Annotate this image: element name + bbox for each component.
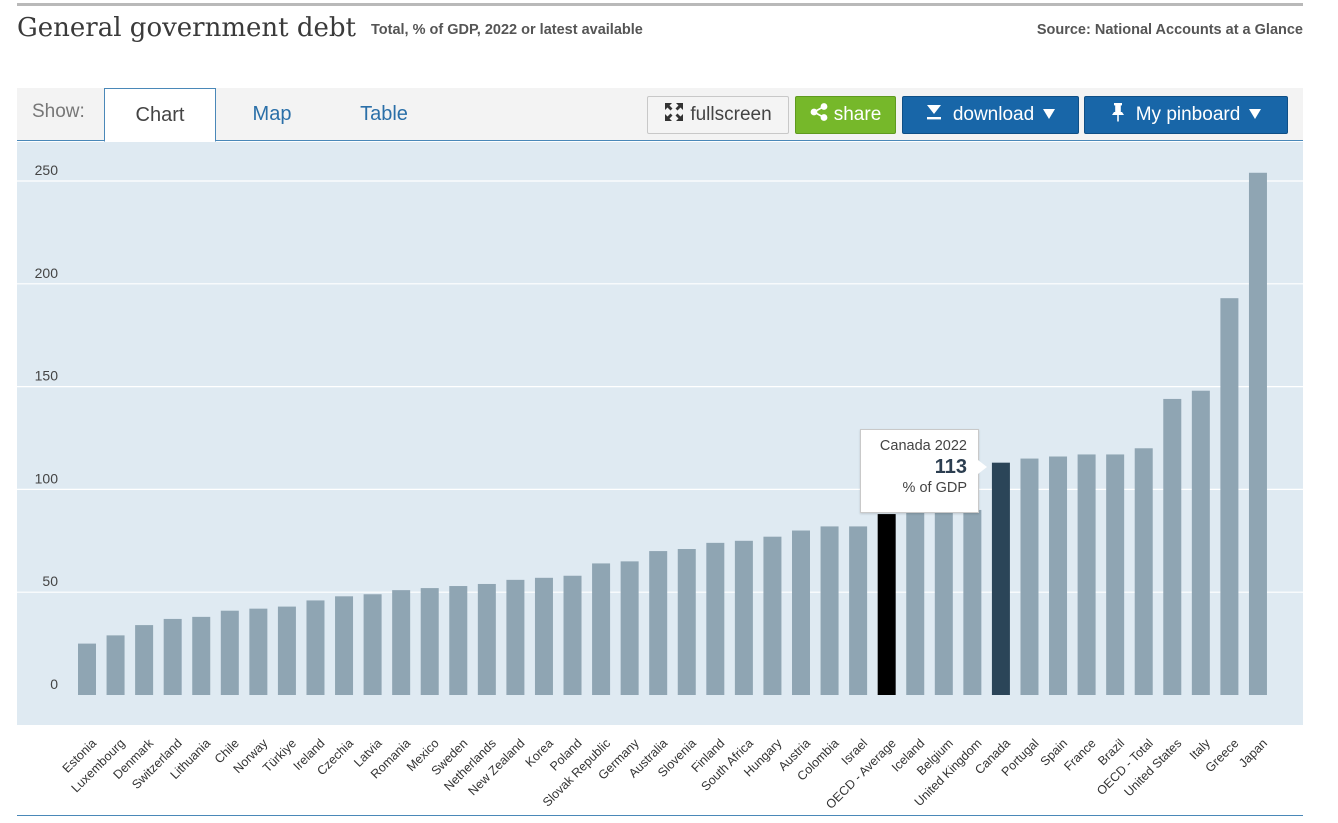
bar-colombia[interactable] — [820, 526, 839, 695]
category-labels: EstoniaLuxembourgDenmarkSwitzerlandLithu… — [60, 736, 1270, 812]
bar-czechia[interactable] — [335, 596, 354, 695]
page-title: General government debt — [17, 13, 356, 43]
bar-new-zealand[interactable] — [506, 579, 525, 695]
expand-arrows-icon — [664, 102, 684, 128]
bar-switzerland[interactable] — [163, 618, 182, 695]
bar-denmark[interactable] — [135, 625, 154, 695]
bar-hungary[interactable] — [763, 536, 782, 695]
y-tick-label: 0 — [50, 676, 58, 692]
top-rule — [17, 3, 1303, 6]
bar-poland[interactable] — [563, 575, 582, 695]
bar-oecd-total[interactable] — [1134, 448, 1153, 695]
caret-down-icon — [1042, 104, 1056, 126]
bars — [78, 172, 1267, 695]
bar-australia[interactable] — [649, 551, 668, 695]
pushpin-icon — [1110, 102, 1126, 128]
pinboard-label: My pinboard — [1135, 104, 1241, 125]
y-tick-label: 100 — [35, 470, 59, 486]
bar-tooltip: Canada 2022 113 % of GDP — [860, 429, 987, 513]
bar-south-africa[interactable] — [734, 540, 753, 695]
bar-belgium[interactable] — [934, 512, 953, 695]
bar-france[interactable] — [1077, 454, 1096, 695]
bar-united-kingdom[interactable] — [963, 509, 982, 695]
bar-luxembourg[interactable] — [106, 635, 125, 695]
x-tick-label: France — [1061, 736, 1098, 773]
bar-romania[interactable] — [392, 590, 411, 695]
bar-canada[interactable] — [991, 462, 1010, 695]
bar-norway[interactable] — [249, 608, 268, 695]
show-label: Show: — [32, 101, 85, 122]
view-toolbar: Show: Chart Map Table fullscreen — [17, 88, 1303, 142]
bar-portugal[interactable] — [1020, 458, 1039, 695]
page-subtitle: Total, % of GDP, 2022 or latest availabl… — [371, 22, 643, 38]
bar-iceland[interactable] — [906, 512, 925, 695]
bar-japan[interactable] — [1248, 172, 1267, 695]
bar-austria[interactable] — [792, 530, 810, 695]
pinboard-button[interactable]: My pinboard — [1084, 96, 1288, 134]
bar-t-rkiye[interactable] — [277, 606, 296, 695]
bar-korea[interactable] — [534, 577, 553, 695]
toolbar-divider — [17, 140, 1303, 141]
bar-germany[interactable] — [620, 561, 639, 695]
share-label: share — [833, 104, 882, 125]
bar-slovenia[interactable] — [677, 549, 696, 695]
bar-finland[interactable] — [706, 542, 725, 695]
bar-ireland[interactable] — [306, 600, 325, 695]
caret-down-icon — [1248, 104, 1262, 126]
bar-oecd-average[interactable] — [877, 514, 896, 695]
bar-spain[interactable] — [1049, 456, 1068, 695]
bottom-divider — [17, 815, 1303, 816]
share-button[interactable]: share — [795, 96, 896, 134]
y-tick-label: 250 — [35, 162, 59, 178]
bar-lithuania[interactable] — [192, 616, 211, 695]
bar-mexico[interactable] — [420, 588, 439, 695]
y-tick-label: 150 — [35, 368, 59, 384]
tooltip-value: 113 — [934, 456, 967, 478]
tab-table[interactable]: Table — [360, 103, 408, 125]
download-label: download — [952, 104, 1035, 125]
fullscreen-label: fullscreen — [690, 104, 772, 125]
bar-italy[interactable] — [1191, 390, 1210, 695]
bar-chile[interactable] — [220, 610, 239, 695]
bar-israel[interactable] — [849, 526, 868, 695]
tooltip-unit: % of GDP — [902, 480, 967, 496]
bar-latvia[interactable] — [363, 594, 382, 695]
y-tick-label: 50 — [42, 573, 58, 589]
share-icon — [810, 103, 828, 127]
bar-brazil[interactable] — [1106, 454, 1125, 695]
bar-united-states[interactable] — [1163, 398, 1182, 695]
tab-map[interactable]: Map — [252, 103, 292, 125]
x-tick-label: Japan — [1236, 736, 1270, 770]
source-link[interactable]: Source: National Accounts at a Glance — [1036, 22, 1303, 38]
download-button[interactable]: download — [902, 96, 1079, 134]
bar-netherlands[interactable] — [477, 583, 496, 695]
fullscreen-button[interactable]: fullscreen — [647, 96, 789, 134]
tooltip-title: Canada 2022 — [879, 438, 967, 454]
tab-chart[interactable]: Chart — [104, 88, 216, 142]
bar-greece[interactable] — [1220, 298, 1239, 695]
bar-slovak-republic[interactable] — [592, 563, 611, 695]
bar-estonia[interactable] — [78, 643, 96, 695]
y-tick-label: 200 — [35, 265, 59, 281]
bar-sweden[interactable] — [449, 586, 468, 695]
download-arrow-icon — [925, 103, 943, 127]
